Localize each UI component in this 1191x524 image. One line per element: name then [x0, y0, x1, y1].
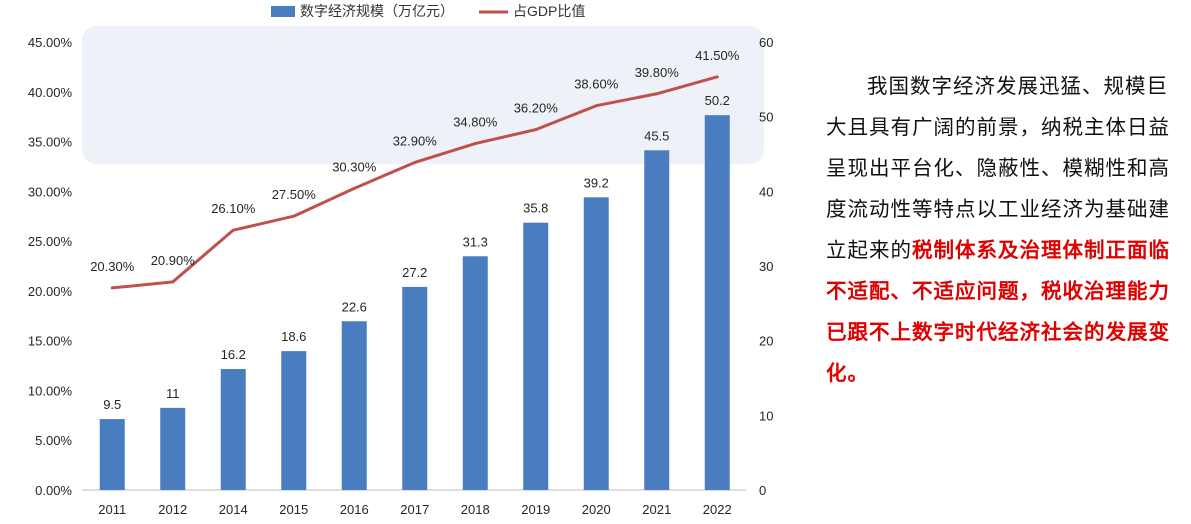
bar: [583, 197, 609, 490]
bar-label: 11: [166, 386, 180, 401]
right-axis-tick: 10: [759, 408, 773, 423]
left-axis-tick: 15.00%: [28, 334, 73, 349]
x-tick-label: 2012: [158, 502, 187, 517]
legend-line-label: 占GDP比值: [513, 3, 585, 19]
line-point: [352, 186, 356, 190]
bar-label: 50.2: [705, 93, 730, 108]
bar: [341, 321, 367, 490]
bar: [523, 222, 549, 490]
line-label: 26.10%: [211, 201, 256, 216]
bar: [99, 419, 125, 490]
line-point: [292, 214, 296, 218]
line-label: 30.30%: [332, 159, 377, 174]
x-tick-label: 2011: [98, 502, 126, 517]
right-axis-tick: 20: [759, 334, 773, 349]
line-label: 36.20%: [514, 101, 559, 116]
left-axis-tick: 20.00%: [28, 284, 73, 299]
legend-bar-swatch: [271, 6, 295, 17]
x-tick-label: 2021: [642, 502, 671, 517]
line-label: 39.80%: [635, 65, 680, 80]
x-tick-label: 2020: [582, 502, 611, 517]
bar-labels: 9.5 11 16.2 18.6 22.6 27.2 31.3 35.8 39.2 45.5 50.…: [103, 93, 730, 412]
bar: [402, 286, 428, 490]
line-label: 34.80%: [453, 115, 498, 130]
bar: [220, 369, 246, 490]
line-point: [594, 104, 598, 108]
right-axis-tick: 30: [759, 259, 773, 274]
description-highlight: 税制体系及治理体制正面临不适配、不适应问题，税收治理能力已跟不上数字时代经济社会…: [826, 238, 1170, 385]
bar-label: 9.5: [103, 397, 121, 412]
line-series: [110, 75, 719, 290]
x-tick-label: 2017: [400, 502, 429, 517]
bar-label: 18.6: [281, 329, 306, 344]
bar-label: 39.2: [584, 175, 609, 190]
bar-label: 27.2: [402, 265, 427, 280]
line-label: 27.50%: [272, 187, 317, 202]
line-point: [715, 75, 719, 79]
bar-label: 31.3: [463, 234, 488, 249]
left-axis-tick: 25.00%: [28, 234, 73, 249]
bar-label: 35.8: [523, 201, 548, 216]
line-labels: 20.30% 20.90% 26.10% 27.50% 30.30% 32.90% 34.8…: [90, 48, 740, 274]
left-axis-tick: 5.00%: [35, 433, 72, 448]
x-axis: 2011 2012 2014 2015 2016 2017 2018 2019 2020 2021…: [98, 502, 731, 517]
left-axis-tick: 45.00%: [28, 35, 73, 50]
right-axis-tick: 60: [759, 35, 773, 50]
legend-bar-label: 数字经济规模（万亿元）: [300, 3, 454, 19]
left-axis-tick: 30.00%: [28, 184, 73, 199]
line-point: [413, 160, 417, 164]
x-tick-label: 2022: [703, 502, 732, 517]
line-label: 32.90%: [393, 133, 438, 148]
line-point: [655, 92, 659, 96]
line-point: [231, 228, 235, 232]
highlight-box: [82, 26, 764, 164]
bar-label: 45.5: [644, 128, 669, 143]
x-tick-label: 2015: [279, 502, 308, 517]
bar: [462, 256, 488, 490]
bar: [644, 150, 670, 490]
right-axis-tick: 40: [759, 184, 773, 199]
right-axis-tick: 0: [759, 483, 766, 498]
description-paragraph: 我国数字经济发展迅猛、规模巨大且具有广阔的前景，纳税主体日益呈现出平台化、隐蔽性…: [826, 66, 1178, 394]
bar-label: 22.6: [342, 299, 367, 314]
legend: 数字经济规模（万亿元） 占GDP比值: [271, 3, 585, 19]
left-axis: 0.00% 5.00% 10.00% 15.00% 20.00% 25.00% 30.00%…: [28, 35, 73, 498]
line-point: [171, 280, 175, 284]
line-label: 41.50%: [695, 48, 740, 63]
line-point: [534, 128, 538, 132]
line-point: [473, 142, 477, 146]
x-tick-label: 2014: [219, 502, 248, 517]
bar: [160, 407, 186, 490]
line-label: 20.90%: [151, 253, 196, 268]
left-axis-tick: 35.00%: [28, 135, 73, 150]
line-point: [110, 286, 114, 290]
bars: [99, 115, 730, 490]
right-axis-tick: 50: [759, 110, 773, 125]
description-text: 我国数字经济发展迅猛、规模巨大且具有广阔的前景，纳税主体日益呈现出平台化、隐蔽性…: [826, 66, 1178, 394]
right-axis: 0 10 20 30 40 50 60: [759, 35, 773, 498]
bar-label: 16.2: [221, 347, 246, 362]
x-tick-label: 2016: [340, 502, 369, 517]
line-label: 38.60%: [574, 77, 619, 92]
description-intro: 我国数字经济发展迅猛、规模巨大且具有广阔的前景，纳税主体日益呈现出平台化、隐蔽性…: [826, 74, 1170, 262]
left-axis-tick: 40.00%: [28, 85, 73, 100]
chart: 数字经济规模（万亿元） 占GDP比值 0.00% 5.00% 10.00% 15.00%…: [28, 3, 774, 517]
bar: [281, 351, 307, 490]
left-axis-tick: 10.00%: [28, 383, 73, 398]
line-label: 20.30%: [90, 259, 135, 274]
left-axis-tick: 0.00%: [35, 483, 72, 498]
x-tick-label: 2018: [461, 502, 490, 517]
x-tick-label: 2019: [521, 502, 550, 517]
bar: [704, 115, 730, 490]
